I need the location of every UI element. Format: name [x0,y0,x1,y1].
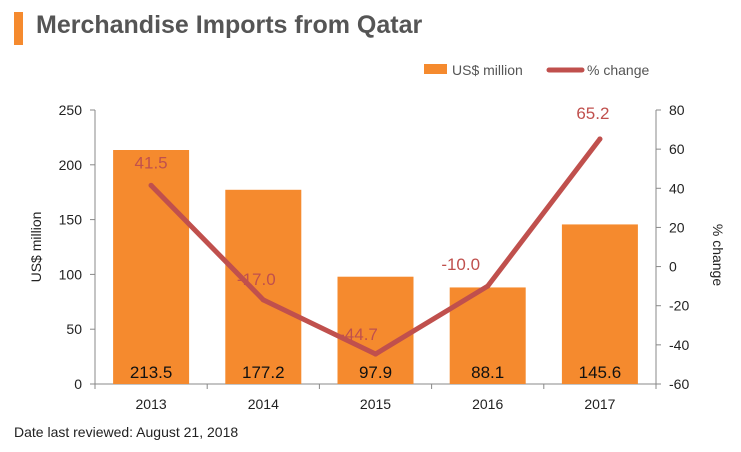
x-tick-label: 2016 [472,396,503,412]
bar [561,224,638,384]
bar [225,189,302,384]
line-series [148,136,603,357]
right-tick-label: 80 [669,102,685,118]
x-tick-label: 2013 [136,396,167,412]
bar-value-label: 88.1 [471,363,504,382]
line-value-label: -17.0 [237,270,276,289]
line-point [597,136,603,142]
bar [337,276,414,384]
x-tick-label: 2015 [360,396,391,412]
left-tick-label: 100 [59,266,83,282]
right-tick-label: -40 [669,337,689,353]
line-point [260,297,266,303]
y2-axis-title: % change [710,224,726,286]
line-point [373,351,378,357]
left-tick-label: 200 [59,157,83,173]
left-tick-label: 150 [59,212,83,228]
x-tick-label: 2014 [248,396,279,412]
chart-title: Merchandise Imports from Qatar [36,11,423,39]
bar-value-label: 97.9 [359,363,392,382]
y-axis-title: US$ million [28,212,44,283]
line-value-label: -10.0 [441,255,480,274]
data-labels: 213.5 177.2 97.9 88.1 145.6 41.5 -17.0 -44.7 -10… [130,104,621,382]
right-tick-label: 0 [669,259,677,275]
right-tick-label: -60 [669,376,689,392]
bar-value-label: 213.5 [130,363,173,382]
line-value-label: 65.2 [576,104,609,123]
right-tick-label: 40 [669,180,685,196]
right-tick-label: 60 [669,141,685,157]
line-value-label: -44.7 [339,325,378,344]
footnote: Date last reviewed: August 21, 2018 [14,424,239,440]
right-tick-label: -20 [669,298,689,314]
line-point [485,283,491,289]
legend: US$ million % change [424,62,649,78]
bar-value-label: 177.2 [242,363,285,382]
bar [113,150,190,384]
right-tick-label: 20 [669,219,685,235]
line-value-label: 41.5 [135,153,168,172]
legend-bar-label: US$ million [452,62,523,78]
line-point [148,182,154,188]
left-tick-label: 0 [74,376,82,392]
legend-line-label: % change [587,62,649,78]
left-tick-label: 250 [59,102,83,118]
title-accent-bar [14,12,23,45]
legend-bar-swatch [424,64,447,74]
bar-value-label: 145.6 [579,363,622,382]
x-tick-label: 2017 [584,396,615,412]
bar-series [113,150,638,384]
left-tick-label: 50 [66,321,82,337]
